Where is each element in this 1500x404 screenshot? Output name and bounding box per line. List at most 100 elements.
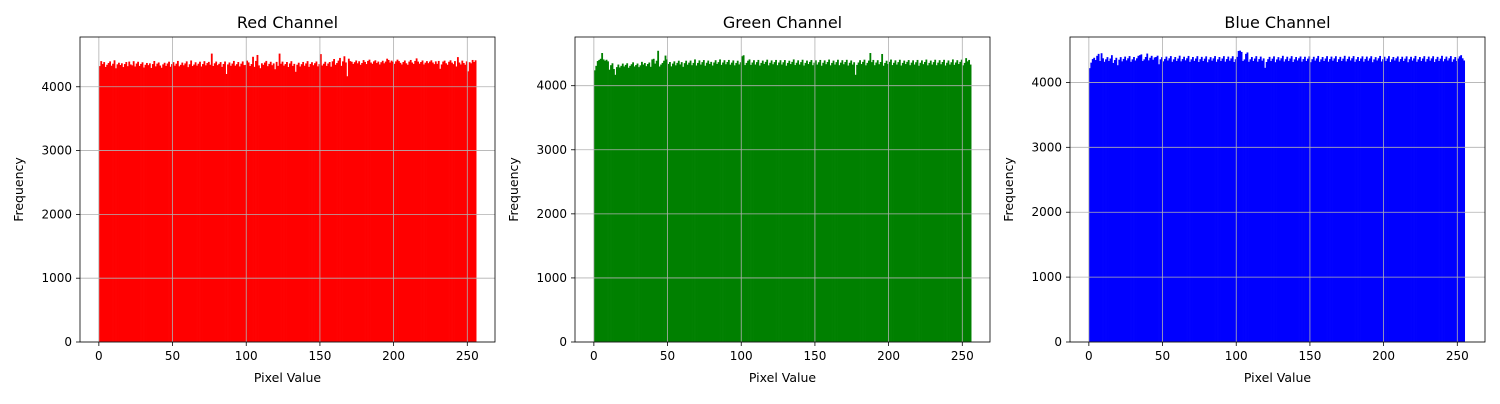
bar (126, 66, 129, 342)
bar (798, 64, 801, 343)
bar (626, 63, 629, 343)
bar (1436, 56, 1439, 343)
bar (430, 60, 433, 342)
bar (1144, 56, 1147, 343)
bar (1187, 55, 1190, 342)
bar (744, 65, 746, 342)
bar (797, 60, 800, 342)
bar (101, 64, 104, 343)
bar (1289, 58, 1292, 342)
bar (418, 63, 421, 343)
bar (1156, 55, 1159, 342)
bar (302, 61, 305, 342)
bar (736, 60, 739, 343)
red-channel-x-axis-label: Pixel Value (254, 370, 322, 385)
bar (691, 65, 693, 342)
bar (1358, 61, 1361, 342)
bar (399, 62, 402, 343)
bar (1429, 60, 1432, 342)
bar (123, 64, 126, 343)
bar (1211, 60, 1213, 342)
bar (1445, 56, 1448, 342)
bar (215, 61, 218, 342)
bar (390, 60, 393, 343)
bar (235, 64, 238, 343)
bar (654, 63, 657, 343)
bar (735, 62, 738, 342)
bar (125, 62, 128, 342)
bar (829, 65, 832, 342)
bar (411, 62, 414, 343)
bar (1286, 56, 1289, 342)
bar (1252, 61, 1255, 342)
bar (383, 63, 386, 342)
bar (599, 58, 602, 342)
bar (271, 65, 274, 342)
bar (454, 61, 456, 343)
bar (241, 61, 244, 342)
bar (875, 62, 878, 342)
bar (306, 61, 309, 343)
bar (113, 60, 116, 342)
bar (284, 64, 287, 343)
bar (1304, 56, 1306, 342)
bar (913, 64, 916, 343)
bar (957, 64, 960, 342)
bar (1225, 59, 1228, 343)
bar (639, 65, 642, 342)
bar (395, 61, 397, 343)
bar (336, 63, 338, 342)
bar (901, 62, 904, 342)
bar (359, 64, 362, 342)
bar (1271, 58, 1274, 343)
bar (187, 67, 190, 343)
green-channel-y-axis-label: Frequency (506, 157, 521, 222)
bar (897, 62, 900, 343)
bar (1133, 56, 1135, 343)
bar (919, 62, 922, 342)
bar (1203, 58, 1206, 343)
bar (685, 60, 688, 343)
bar (932, 62, 935, 343)
bar (1386, 58, 1389, 342)
bar (925, 59, 928, 343)
bar (252, 56, 254, 342)
bar (1220, 61, 1222, 342)
bar (1094, 60, 1097, 342)
bar (372, 61, 375, 343)
y-tick-label: 0 (1054, 335, 1062, 349)
bar (1131, 59, 1134, 342)
blue-channel-title: Blue Channel (1224, 13, 1330, 32)
bar (443, 60, 446, 343)
bar (853, 62, 856, 342)
bar (723, 60, 726, 342)
bar (368, 59, 371, 343)
bar (343, 56, 346, 343)
bar (389, 62, 392, 343)
y-tick-label: 1000 (1031, 270, 1062, 284)
bar (1140, 54, 1143, 342)
bar (1376, 60, 1379, 343)
bar (873, 65, 876, 342)
bar (842, 64, 845, 342)
bar (676, 62, 679, 342)
bar (1302, 59, 1305, 343)
x-tick-label: 100 (730, 349, 753, 363)
bar (1245, 53, 1247, 343)
bar (862, 61, 864, 343)
bar (839, 62, 842, 342)
bar (103, 62, 106, 342)
bar (758, 65, 761, 342)
bar (903, 60, 906, 342)
bar (890, 59, 892, 343)
bar (334, 64, 337, 342)
bar (1454, 56, 1457, 343)
bar (246, 60, 249, 343)
bar (1093, 57, 1096, 343)
bar (156, 63, 159, 343)
bar (738, 64, 741, 343)
bar (116, 64, 119, 342)
bar (1290, 56, 1293, 342)
bar (866, 62, 869, 342)
bar (1439, 58, 1442, 343)
